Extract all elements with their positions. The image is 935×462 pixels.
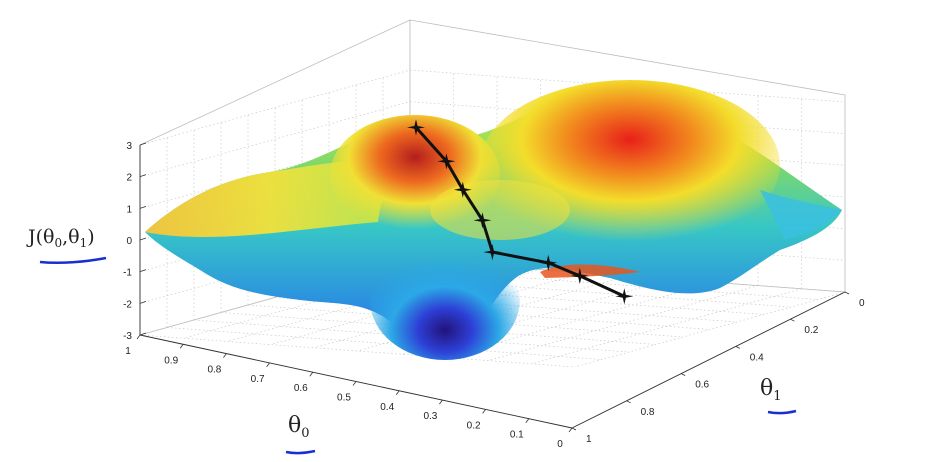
z-tick-mark	[139, 332, 147, 336]
theta0-axis: 1 0.9 0.8 0.7 0.6 0.5 0.4 0.3 0.2 0.1 0	[125, 334, 573, 450]
theta1-title-underline	[767, 409, 797, 415]
theta1-axis: 0 0.2 0.4 0.6 0.8 1	[571, 291, 865, 445]
descent-step-marker	[473, 212, 492, 229]
theta0-tick-label: 0.6	[294, 383, 308, 394]
z-axis-title: J(θ0,θ1)	[26, 226, 95, 250]
surface-valley	[370, 240, 520, 360]
theta0-tick-label: 0.4	[380, 402, 394, 413]
theta1-tick-label: 1	[586, 434, 592, 445]
z-tick-label: -1	[123, 268, 132, 279]
theta1-tick-label: 0	[859, 298, 865, 309]
descent-step-marker	[483, 244, 502, 261]
z-tick-mark	[139, 174, 147, 178]
theta0-axis-title: θ0	[288, 413, 310, 441]
theta0-tick-label: 0.5	[337, 393, 351, 404]
surface-fold	[540, 264, 640, 278]
theta1-tick-mark	[790, 318, 795, 322]
theta0-tick-label: 0.1	[510, 430, 524, 441]
z-tick-label: 0	[126, 236, 132, 247]
z-tick-label: 2	[126, 173, 132, 184]
theta0-tick-label: 0	[557, 439, 563, 450]
theta0-tick-mark	[525, 418, 530, 423]
theta0-tick-label: 0.8	[207, 365, 221, 376]
theta1-tick-label: 0.8	[641, 407, 655, 418]
theta0-tick-mark	[352, 381, 357, 386]
theta1-tick-label: 0.2	[804, 325, 818, 336]
descent-step-marker	[615, 288, 634, 305]
descent-path	[407, 119, 634, 305]
theta1-tick-label: 0.6	[695, 380, 709, 391]
theta0-tick-label: 0.2	[467, 420, 481, 431]
theta0-tick-label: 0.9	[164, 355, 178, 366]
theta1-tick-mark	[571, 427, 577, 431]
z-tick-label: -2	[123, 299, 132, 310]
theta0-tick-label: 0.3	[423, 411, 437, 422]
theta0-tick-mark	[309, 371, 314, 377]
theta0-tick-mark	[482, 409, 486, 414]
theta1-axis-line	[571, 291, 846, 429]
surface-saddle	[430, 180, 570, 240]
descent-step-marker	[453, 181, 472, 198]
theta0-tick-label: 0.7	[251, 374, 265, 385]
theta0-tick-mark	[136, 334, 141, 340]
theta0-tick-mark	[439, 399, 443, 405]
theta0-tick-mark	[266, 362, 270, 368]
theta0-tick-mark	[395, 390, 400, 396]
z-tick-mark	[139, 237, 147, 241]
theta1-tick-mark	[626, 400, 631, 404]
z-tick-label: -3	[123, 331, 132, 342]
theta1-tick-mark	[681, 373, 686, 376]
surface-right-edge	[760, 190, 842, 240]
z-tick-label: 3	[126, 141, 132, 152]
theta0-tick-label: 1	[125, 346, 131, 357]
theta1-tick-label: 0.4	[750, 352, 764, 363]
descent-path-line	[414, 126, 625, 298]
theta1-tick-mark	[844, 291, 850, 295]
descent-step-marker	[539, 254, 558, 271]
theta1-tick-mark	[735, 346, 740, 349]
z-tick-mark	[139, 142, 147, 146]
theta0-tick-mark	[223, 353, 227, 358]
z-tick-mark	[139, 269, 147, 273]
z-tick-mark	[139, 300, 147, 304]
descent-step-marker	[570, 267, 589, 284]
z-axis: 3 2 1 0 -1 -2 -3	[123, 141, 147, 342]
z-tick-mark	[139, 205, 147, 209]
theta0-title-underline	[285, 449, 316, 455]
cost-surface	[145, 80, 842, 360]
z-tick-label: 1	[126, 204, 132, 215]
theta0-tick-mark	[568, 427, 573, 433]
descent-step-marker	[407, 119, 425, 136]
theta0-tick-mark	[179, 344, 184, 349]
z-title-underline	[39, 256, 107, 265]
theta1-axis-title: θ1	[760, 376, 782, 404]
descent-step-marker	[437, 153, 456, 170]
